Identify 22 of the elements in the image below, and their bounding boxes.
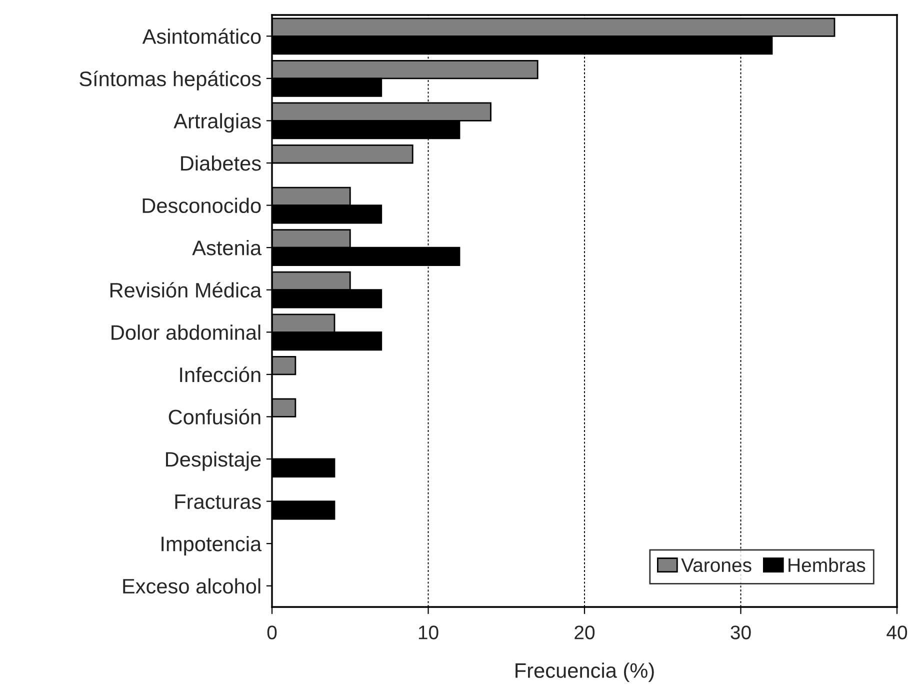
y-tick-label: Diabetes <box>181 155 261 171</box>
y-tick-label: Artralgias <box>174 113 261 133</box>
x-tick-label: 20 <box>574 626 595 640</box>
x-tick-label: 10 <box>418 626 438 640</box>
y-tick-label: Fracturas <box>175 494 261 510</box>
legend-label: Hembras <box>788 558 866 572</box>
y-tick-label: Exceso alcohol <box>123 578 260 594</box>
y-tick-label: Infección <box>180 366 260 382</box>
y-tick-label: Astenia <box>192 240 262 256</box>
y-tick-label: Despistaje <box>166 451 261 471</box>
y-tick-label: Asintomático <box>142 28 261 44</box>
x-axis-title: Frecuencia (%) <box>516 662 654 682</box>
y-tick-label: Síntomas hepáticos <box>80 70 261 90</box>
y-tick-label: Desconocido <box>142 198 261 214</box>
x-tick-label: 30 <box>730 626 751 640</box>
y-tick-label: Impotencia <box>162 536 262 556</box>
y-tick-label: Dolor abdominal <box>112 324 260 340</box>
y-tick-label: Confusión <box>168 408 260 424</box>
legend-label: Varones <box>681 558 752 572</box>
x-tick-label: 40 <box>886 626 908 640</box>
x-tick-label: 0 <box>267 626 277 640</box>
y-tick-label: Revisión Médica <box>110 282 262 298</box>
